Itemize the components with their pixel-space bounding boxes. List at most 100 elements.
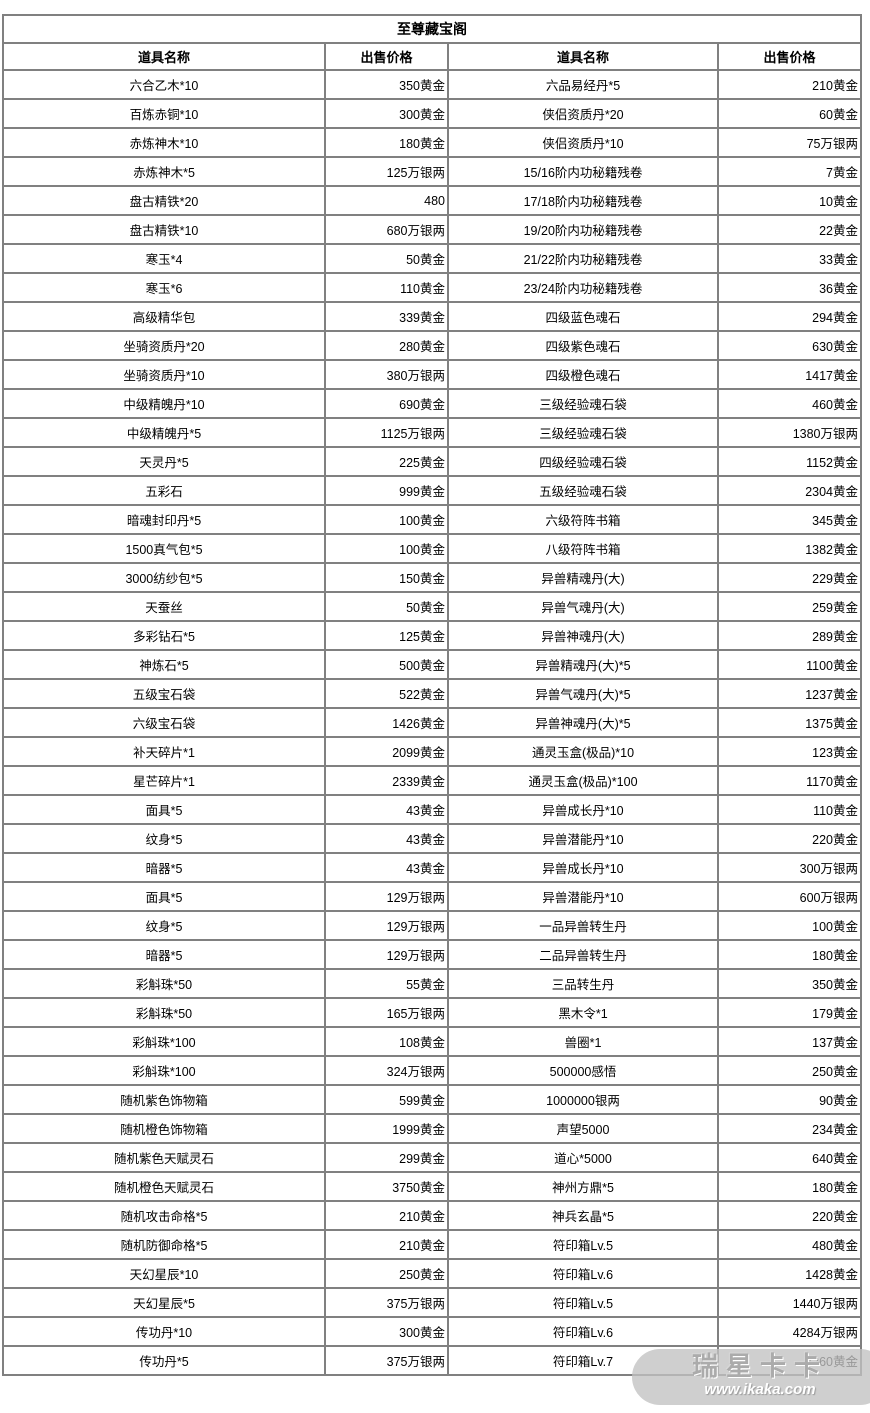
item-name-cell: 四级紫色魂石 xyxy=(448,331,718,360)
item-name-cell: 传功丹*5 xyxy=(3,1346,325,1375)
table-row: 坐骑资质丹*20 280黄金 四级紫色魂石 630黄金 xyxy=(3,331,861,360)
watermark-url-text: www.ikaka.com xyxy=(704,1381,816,1398)
item-price-cell: 100黄金 xyxy=(325,505,448,534)
table-row: 六合乙木*10 350黄金 六品易经丹*5 210黄金 xyxy=(3,70,861,99)
item-price-cell: 1380万银两 xyxy=(718,418,861,447)
table-row: 天灵丹*5 225黄金 四级经验魂石袋 1152黄金 xyxy=(3,447,861,476)
item-name-cell: 兽圈*1 xyxy=(448,1027,718,1056)
table-row: 中级精魄丹*5 1125万银两 三级经验魂石袋 1380万银两 xyxy=(3,418,861,447)
item-price-cell: 345黄金 xyxy=(718,505,861,534)
item-price-cell: 300万银两 xyxy=(718,853,861,882)
item-name-cell: 四级经验魂石袋 xyxy=(448,447,718,476)
item-name-cell: 异兽气魂丹(大)*5 xyxy=(448,679,718,708)
item-name-cell: 中级精魄丹*5 xyxy=(3,418,325,447)
item-name-cell: 传功丹*10 xyxy=(3,1317,325,1346)
item-name-cell: 随机防御命格*5 xyxy=(3,1230,325,1259)
item-name-cell: 盘古精铁*10 xyxy=(3,215,325,244)
item-price-cell: 179黄金 xyxy=(718,998,861,1027)
item-name-cell: 暗器*5 xyxy=(3,940,325,969)
table-row: 纹身*5 43黄金 异兽潜能丹*10 220黄金 xyxy=(3,824,861,853)
item-price-cell: 225黄金 xyxy=(325,447,448,476)
watermark: 瑞星卡卡 www.ikaka.com xyxy=(632,1349,870,1405)
table-row: 随机紫色天赋灵石 299黄金 道心*5000 640黄金 xyxy=(3,1143,861,1172)
item-price-cell: 630黄金 xyxy=(718,331,861,360)
table-row: 传功丹*10 300黄金 符印箱Lv.6 4284万银两 xyxy=(3,1317,861,1346)
item-price-cell: 480 xyxy=(325,186,448,215)
item-price-cell: 90黄金 xyxy=(718,1085,861,1114)
item-price-cell: 294黄金 xyxy=(718,302,861,331)
item-name-cell: 声望5000 xyxy=(448,1114,718,1143)
table-row: 暗魂封印丹*5 100黄金 六级符阵书箱 345黄金 xyxy=(3,505,861,534)
item-price-cell: 259黄金 xyxy=(718,592,861,621)
table-row: 3000纺纱包*5 150黄金 异兽精魂丹(大) 229黄金 xyxy=(3,563,861,592)
item-price-cell: 599黄金 xyxy=(325,1085,448,1114)
table-body: 六合乙木*10 350黄金 六品易经丹*5 210黄金 百炼赤铜*10 300黄金 侠侣资质… xyxy=(3,70,861,1375)
item-price-cell: 108黄金 xyxy=(325,1027,448,1056)
item-price-cell: 75万银两 xyxy=(718,128,861,157)
column-header-price-left: 出售价格 xyxy=(325,43,448,70)
item-name-cell: 高级精华包 xyxy=(3,302,325,331)
item-price-cell: 22黄金 xyxy=(718,215,861,244)
item-price-cell: 500黄金 xyxy=(325,650,448,679)
item-name-cell: 彩斛珠*100 xyxy=(3,1027,325,1056)
table-row: 随机橙色天赋灵石 3750黄金 神州方鼎*5 180黄金 xyxy=(3,1172,861,1201)
item-price-cell: 220黄金 xyxy=(718,824,861,853)
item-name-cell: 随机紫色天赋灵石 xyxy=(3,1143,325,1172)
item-price-cell: 234黄金 xyxy=(718,1114,861,1143)
item-name-cell: 符印箱Lv.6 xyxy=(448,1317,718,1346)
item-name-cell: 暗魂封印丹*5 xyxy=(3,505,325,534)
item-price-cell: 180黄金 xyxy=(718,1172,861,1201)
item-price-cell: 1375黄金 xyxy=(718,708,861,737)
item-name-cell: 赤炼神木*5 xyxy=(3,157,325,186)
watermark-brand-text: 瑞星卡卡 xyxy=(691,1351,828,1381)
item-price-cell: 640黄金 xyxy=(718,1143,861,1172)
item-price-cell: 375万银两 xyxy=(325,1288,448,1317)
table-row: 面具*5 129万银两 异兽潜能丹*10 600万银两 xyxy=(3,882,861,911)
item-name-cell: 1000000银两 xyxy=(448,1085,718,1114)
table-row: 赤炼神木*5 125万银两 15/16阶内功秘籍残卷 7黄金 xyxy=(3,157,861,186)
item-price-cell: 43黄金 xyxy=(325,795,448,824)
item-price-cell: 999黄金 xyxy=(325,476,448,505)
table-row: 暗器*5 129万银两 二品异兽转生丹 180黄金 xyxy=(3,940,861,969)
item-name-cell: 1500真气包*5 xyxy=(3,534,325,563)
item-name-cell: 异兽神魂丹(大)*5 xyxy=(448,708,718,737)
item-price-cell: 55黄金 xyxy=(325,969,448,998)
item-price-cell: 690黄金 xyxy=(325,389,448,418)
item-name-cell: 三级经验魂石袋 xyxy=(448,389,718,418)
item-price-cell: 289黄金 xyxy=(718,621,861,650)
item-name-cell: 21/22阶内功秘籍残卷 xyxy=(448,244,718,273)
item-name-cell: 天灵丹*5 xyxy=(3,447,325,476)
item-name-cell: 随机橙色饰物箱 xyxy=(3,1114,325,1143)
table-row: 随机橙色饰物箱 1999黄金 声望5000 234黄金 xyxy=(3,1114,861,1143)
table-row: 面具*5 43黄金 异兽成长丹*10 110黄金 xyxy=(3,795,861,824)
item-name-cell: 补天碎片*1 xyxy=(3,737,325,766)
item-price-cell: 110黄金 xyxy=(718,795,861,824)
treasure-price-table: 至尊藏宝阁 道具名称 出售价格 道具名称 出售价格 六合乙木*10 350黄金 六品… xyxy=(2,14,862,1376)
item-price-cell: 4284万银两 xyxy=(718,1317,861,1346)
item-price-cell: 2304黄金 xyxy=(718,476,861,505)
table-row: 多彩钻石*5 125黄金 异兽神魂丹(大) 289黄金 xyxy=(3,621,861,650)
item-name-cell: 通灵玉盒(极品)*100 xyxy=(448,766,718,795)
table-row: 1500真气包*5 100黄金 八级符阵书箱 1382黄金 xyxy=(3,534,861,563)
item-name-cell: 中级精魄丹*10 xyxy=(3,389,325,418)
column-header-price-right: 出售价格 xyxy=(718,43,861,70)
item-name-cell: 神州方鼎*5 xyxy=(448,1172,718,1201)
item-name-cell: 五级经验魂石袋 xyxy=(448,476,718,505)
table-title: 至尊藏宝阁 xyxy=(3,15,861,43)
item-price-cell: 220黄金 xyxy=(718,1201,861,1230)
item-name-cell: 侠侣资质丹*10 xyxy=(448,128,718,157)
item-name-cell: 六品易经丹*5 xyxy=(448,70,718,99)
item-price-cell: 1125万银两 xyxy=(325,418,448,447)
item-name-cell: 随机攻击命格*5 xyxy=(3,1201,325,1230)
item-name-cell: 随机橙色天赋灵石 xyxy=(3,1172,325,1201)
item-name-cell: 19/20阶内功秘籍残卷 xyxy=(448,215,718,244)
item-name-cell: 寒玉*6 xyxy=(3,273,325,302)
item-price-cell: 100黄金 xyxy=(325,534,448,563)
item-price-cell: 1999黄金 xyxy=(325,1114,448,1143)
table-row: 彩斛珠*50 55黄金 三品转生丹 350黄金 xyxy=(3,969,861,998)
table-row: 彩斛珠*100 324万银两 500000感悟 250黄金 xyxy=(3,1056,861,1085)
table-row: 百炼赤铜*10 300黄金 侠侣资质丹*20 60黄金 xyxy=(3,99,861,128)
item-name-cell: 面具*5 xyxy=(3,795,325,824)
item-price-cell: 522黄金 xyxy=(325,679,448,708)
item-name-cell: 纹身*5 xyxy=(3,911,325,940)
